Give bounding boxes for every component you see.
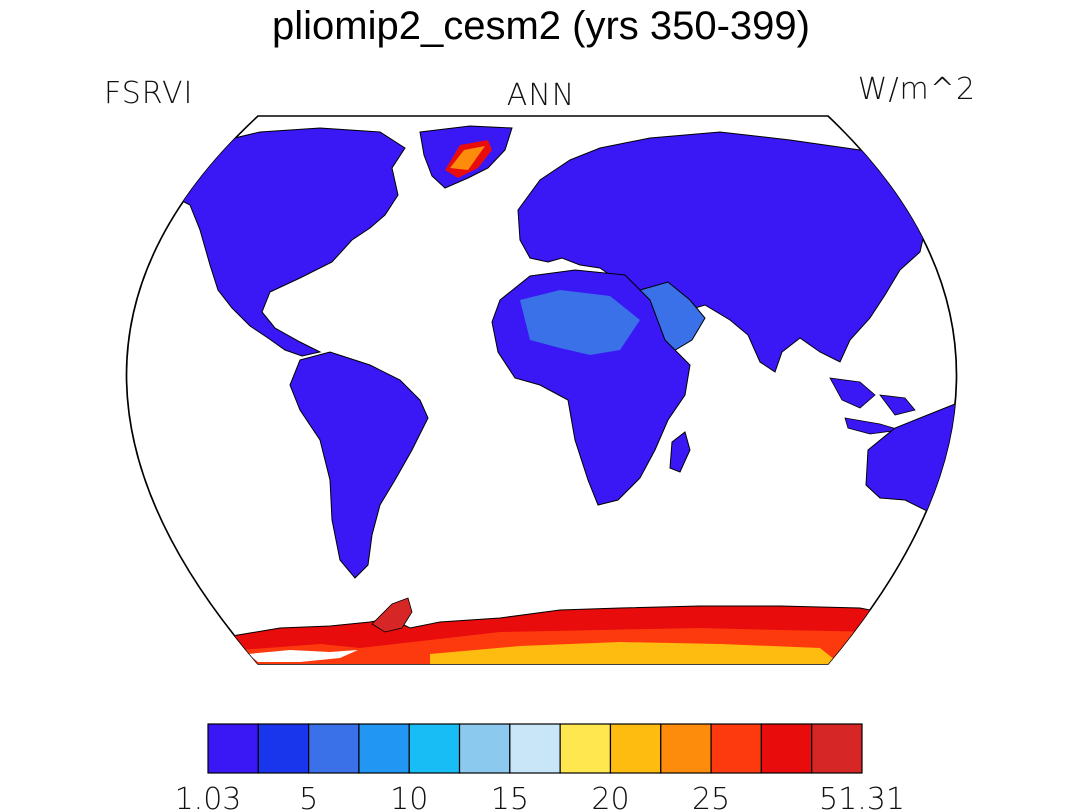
land-south-america [289,351,429,579]
colorbar-swatch [509,723,561,774]
colorbar-swatch [559,723,612,774]
colorbar-tick-label: 10 [390,782,428,812]
season-label: ANN [506,78,576,113]
land-fields [126,125,1035,664]
units-label: W/m^2 [857,72,976,107]
colorbar-swatch [811,723,863,774]
colorbar-swatch [609,723,662,774]
colorbar-tick-label: 5 [299,782,318,812]
colorbar-swatch [207,723,259,774]
colorbar-tick-label: 25 [692,782,730,812]
colorbar-swatch [358,723,410,774]
colorbar-tick-label: 1.03 [175,782,242,812]
land-new-zealand [985,508,1035,548]
colorbar-swatch [660,723,712,774]
colorbar-tick-label: 20 [591,782,629,812]
colorbar: 1.03 5 10 15 20 25 51.31 [175,723,905,812]
land-australia [865,401,957,516]
colorbar-tick-label: 51.31 [819,782,905,812]
plot-title: pliomip2_cesm2 (yrs 350-399) [271,4,810,48]
colorbar-swatch [760,723,813,774]
colorbar-swatch [710,723,762,774]
colorbar-tick-label: 15 [491,782,529,812]
variable-label: FSRVI [104,76,194,111]
colorbar-swatch [308,723,360,774]
land-madagascar [669,431,691,473]
land-indonesia [829,377,916,435]
colorbar-swatch [408,723,461,774]
land-eurasia [517,131,956,373]
colorbar-swatch [458,723,511,774]
colorbar-swatch [257,723,310,774]
